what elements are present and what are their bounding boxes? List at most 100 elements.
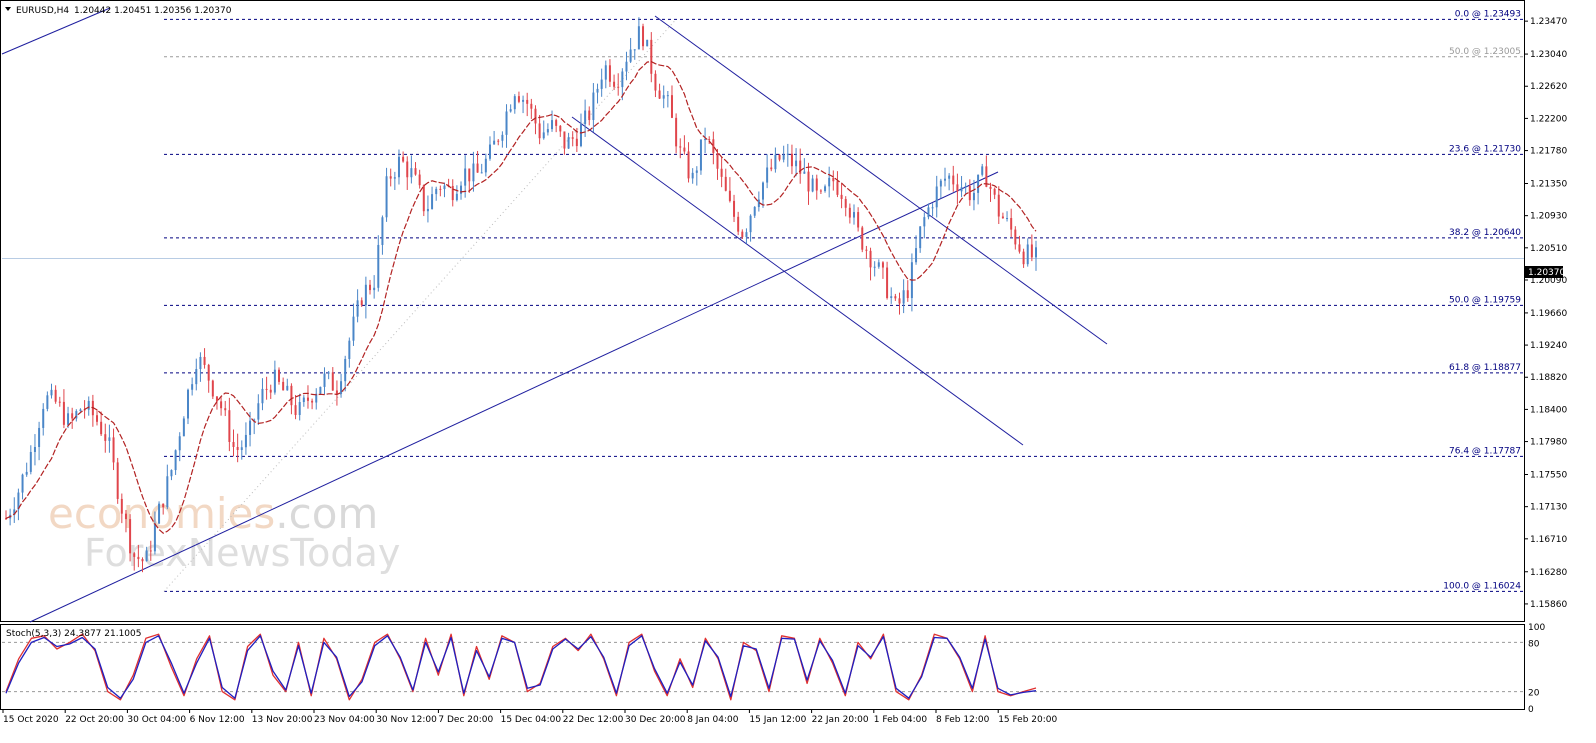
candle-body <box>1014 229 1017 245</box>
candle-body <box>58 401 61 403</box>
candle-body <box>505 111 508 135</box>
candle-body <box>278 369 281 382</box>
fib-level-label: 100.0 @ 1.16024 <box>1443 581 1521 591</box>
watermark-brand: economies <box>48 489 275 538</box>
moving-average-layer <box>5 60 1037 534</box>
chart-header: EURUSD,H4 1.20442 1.20451 1.20356 1.2037… <box>5 6 232 16</box>
candle-body <box>629 49 632 62</box>
candle-body <box>100 421 103 435</box>
stoch-layer: 100 80 20 0 <box>2 623 1545 715</box>
candle-body <box>646 39 649 47</box>
candle-body <box>819 190 822 192</box>
candle-body <box>679 146 682 148</box>
stoch-header: Stoch(5,3,3) 24.3877 21.1005 <box>6 629 141 639</box>
candle-body <box>464 168 467 186</box>
candle-body <box>753 207 756 216</box>
price-axis: 1.23470 1.23040 1.22620 1.22200 1.21780 1.213… <box>1524 17 1567 610</box>
candle-body <box>232 441 235 447</box>
candle-body <box>786 153 789 155</box>
candle-body <box>62 401 65 425</box>
fib-level-label: 50.0 @ 1.23005 <box>1449 47 1521 57</box>
candle-body <box>364 284 367 306</box>
candle-body <box>5 518 7 520</box>
candle-body <box>799 160 802 174</box>
candle-body <box>654 73 657 91</box>
candle-body <box>286 385 289 391</box>
candle-body <box>331 372 334 391</box>
candle-body <box>96 415 99 422</box>
candle-body <box>803 171 806 174</box>
time-tick-label: 15 Jan 12:00 <box>749 715 806 725</box>
candle-body <box>195 369 198 385</box>
candle-body <box>17 492 20 510</box>
candle-body <box>46 395 49 409</box>
candle-body <box>484 158 487 173</box>
price-tick-label: 1.19240 <box>1530 341 1567 351</box>
candle-body <box>972 192 975 201</box>
candle-body <box>555 120 558 126</box>
candle-body <box>948 175 951 179</box>
candle-body <box>600 79 603 89</box>
candle-body <box>708 139 711 141</box>
candle-body <box>530 103 533 109</box>
candle-body <box>356 300 359 317</box>
candle-body <box>319 386 322 394</box>
stoch-tick-label: 100 <box>1528 623 1545 633</box>
candle-body <box>931 207 934 209</box>
candle-body <box>228 410 231 442</box>
fib-level-label: 76.4 @ 1.17787 <box>1449 446 1521 456</box>
candle-body <box>75 411 78 419</box>
candle-body <box>468 168 471 182</box>
candle-body <box>410 168 413 178</box>
candle-body <box>886 267 889 298</box>
candle-body <box>269 389 272 393</box>
candle-body <box>174 450 177 471</box>
candle-body <box>522 99 525 102</box>
candle-body <box>745 232 748 237</box>
candle-body <box>815 178 818 191</box>
candle-body <box>21 474 24 493</box>
candle-body <box>807 171 810 192</box>
candle-body <box>811 178 814 192</box>
symbol-label: EURUSD,H4 <box>16 6 69 16</box>
candle-body <box>902 290 905 304</box>
time-tick-label: 30 Oct 04:00 <box>127 715 186 725</box>
fib-labels-layer: 0.0 @ 1.23493 50.0 @ 1.23005 23.6 @ 1.2173… <box>1443 9 1521 591</box>
candle-body <box>513 96 516 110</box>
candle-body <box>737 216 740 232</box>
candle-body <box>13 509 16 515</box>
candle-body <box>187 389 190 419</box>
candle-body <box>1010 218 1013 230</box>
candle-body <box>431 194 434 209</box>
stoch-signal-line <box>5 635 1037 699</box>
candle-body <box>563 131 566 149</box>
candle-body <box>352 316 355 341</box>
candle-body <box>923 217 926 227</box>
candle-body <box>112 437 115 463</box>
watermark-domain: .com <box>275 489 378 538</box>
watermark: economies.com ForexNewsToday <box>48 489 400 575</box>
fib-level-label: 23.6 @ 1.21730 <box>1449 144 1521 154</box>
candle-body <box>658 90 661 99</box>
candle-body <box>997 194 1000 217</box>
candle-body <box>244 434 247 448</box>
price-tick-label: 1.23470 <box>1530 17 1567 27</box>
candle-body <box>571 137 574 139</box>
candle-body <box>137 556 140 560</box>
candle-body <box>273 369 276 393</box>
candle-body <box>613 81 616 87</box>
candle-body <box>323 373 326 387</box>
candle-body <box>588 110 591 121</box>
svg-text:economies.com: economies.com <box>48 489 378 538</box>
candle-body <box>373 287 376 291</box>
candle-body <box>480 172 483 174</box>
candle-body <box>397 156 400 178</box>
candle-body <box>509 109 512 112</box>
watermark-subtitle: ForexNewsToday <box>84 531 400 575</box>
candle-body <box>865 249 868 251</box>
candle-body <box>546 129 549 133</box>
candle-body <box>621 71 624 88</box>
candle-body <box>964 186 967 188</box>
candle-body <box>418 174 421 186</box>
